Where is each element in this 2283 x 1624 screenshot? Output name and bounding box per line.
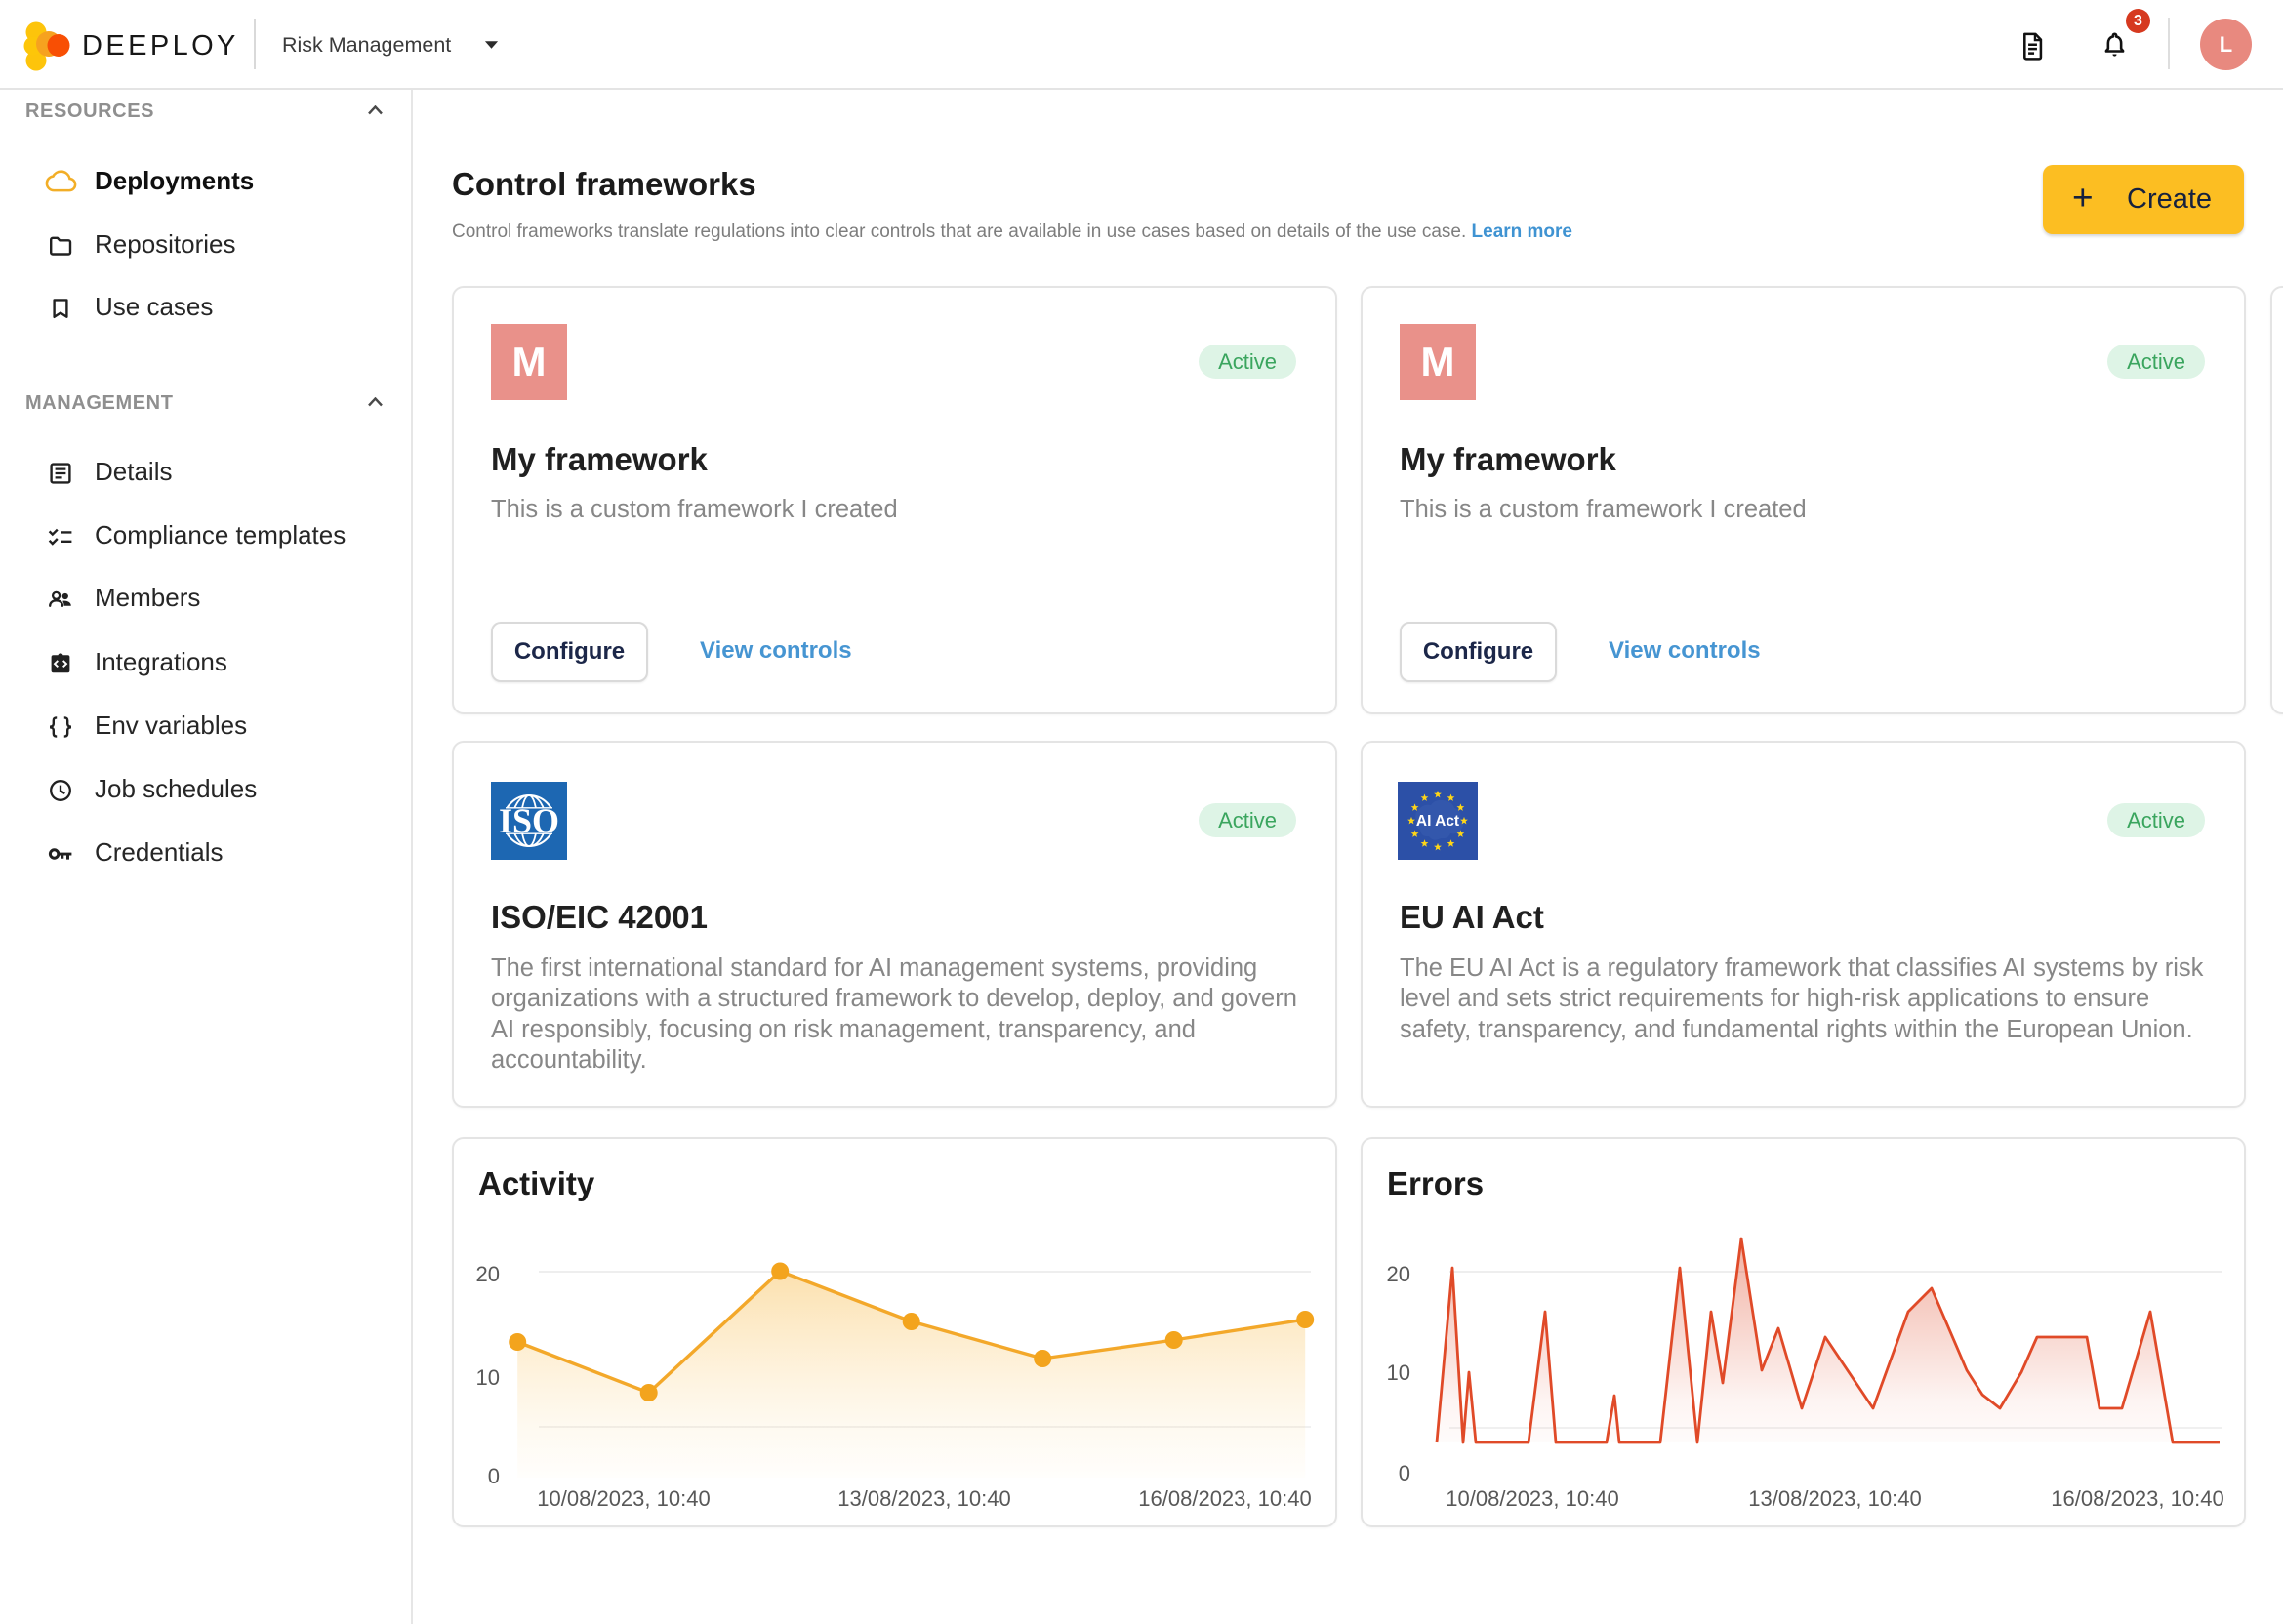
svg-text:0: 0 — [1399, 1461, 1410, 1485]
svg-text:0: 0 — [488, 1464, 500, 1488]
svg-text:16/08/2023, 10:40: 16/08/2023, 10:40 — [2051, 1486, 2223, 1511]
svg-text:ISO: ISO — [499, 801, 559, 840]
svg-text:AI Act: AI Act — [1416, 813, 1459, 830]
svg-text:10/08/2023, 10:40: 10/08/2023, 10:40 — [1446, 1486, 1618, 1511]
svg-text:10/08/2023, 10:40: 10/08/2023, 10:40 — [537, 1486, 710, 1511]
svg-text:20: 20 — [476, 1262, 500, 1286]
svg-text:13/08/2023, 10:40: 13/08/2023, 10:40 — [1748, 1486, 1921, 1511]
svg-text:20: 20 — [1387, 1262, 1410, 1286]
svg-text:13/08/2023, 10:40: 13/08/2023, 10:40 — [837, 1486, 1010, 1511]
svg-text:10: 10 — [1387, 1360, 1410, 1385]
svg-text:16/08/2023, 10:40: 16/08/2023, 10:40 — [1138, 1486, 1311, 1511]
svg-text:10: 10 — [476, 1365, 500, 1390]
